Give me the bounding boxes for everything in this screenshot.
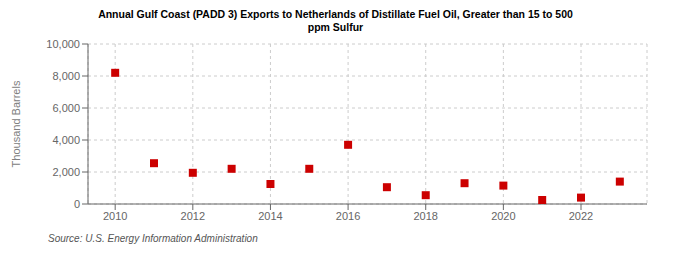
html-text:ppm Sulfur: ppm Sulfur — [307, 21, 364, 33]
svg-text:Thousand Barrels: Thousand Barrels — [10, 80, 22, 167]
svg-text:2012: 2012 — [181, 210, 205, 222]
svg-text:2020: 2020 — [491, 210, 515, 222]
svg-text:2010: 2010 — [103, 210, 127, 222]
svg-text:6,000: 6,000 — [52, 102, 80, 114]
svg-text:10,000: 10,000 — [46, 38, 80, 50]
svg-text:0: 0 — [74, 198, 80, 210]
svg-text:2014: 2014 — [258, 210, 282, 222]
html-text:Annual Gulf Coast (PADD 3) Exp: Annual Gulf Coast (PADD 3) Exports to Ne… — [98, 8, 573, 20]
svg-text:2016: 2016 — [336, 210, 360, 222]
svg-text:8,000: 8,000 — [52, 70, 80, 82]
svg-text:2,000: 2,000 — [52, 166, 80, 178]
svg-text:4,000: 4,000 — [52, 134, 80, 146]
svg-text:2022: 2022 — [569, 210, 593, 222]
svg-text:2018: 2018 — [413, 210, 437, 222]
html-text:Source: U.S. Energy Informatio: Source: U.S. Energy Information Administ… — [48, 233, 258, 244]
